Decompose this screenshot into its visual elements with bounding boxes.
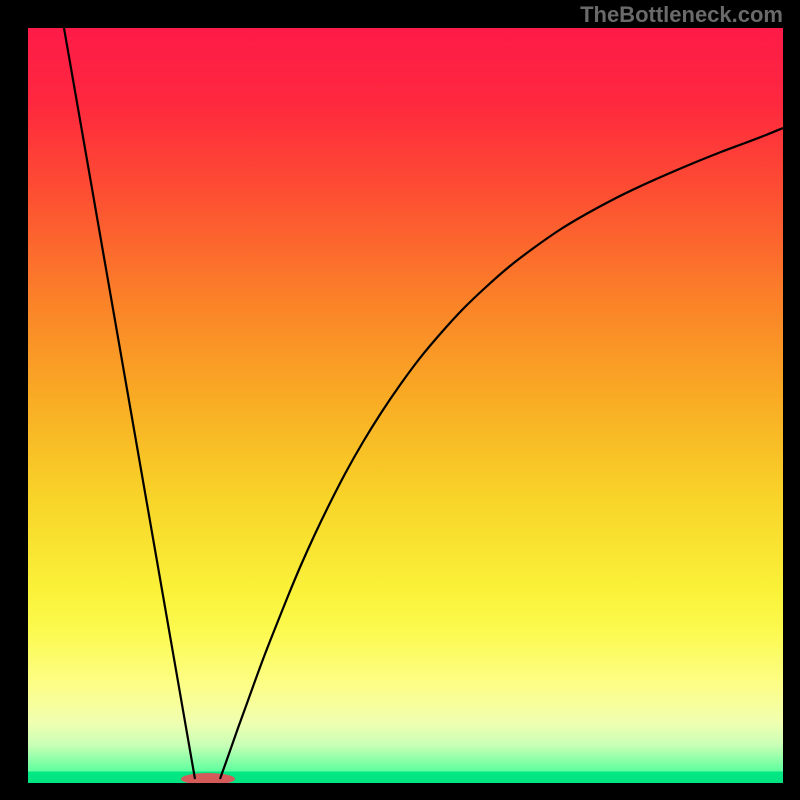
plot-area	[28, 28, 783, 783]
gradient-background	[28, 28, 783, 783]
watermark-text: TheBottleneck.com	[580, 2, 783, 28]
chart-svg	[28, 28, 783, 783]
chart-frame: TheBottleneck.com	[0, 0, 800, 800]
